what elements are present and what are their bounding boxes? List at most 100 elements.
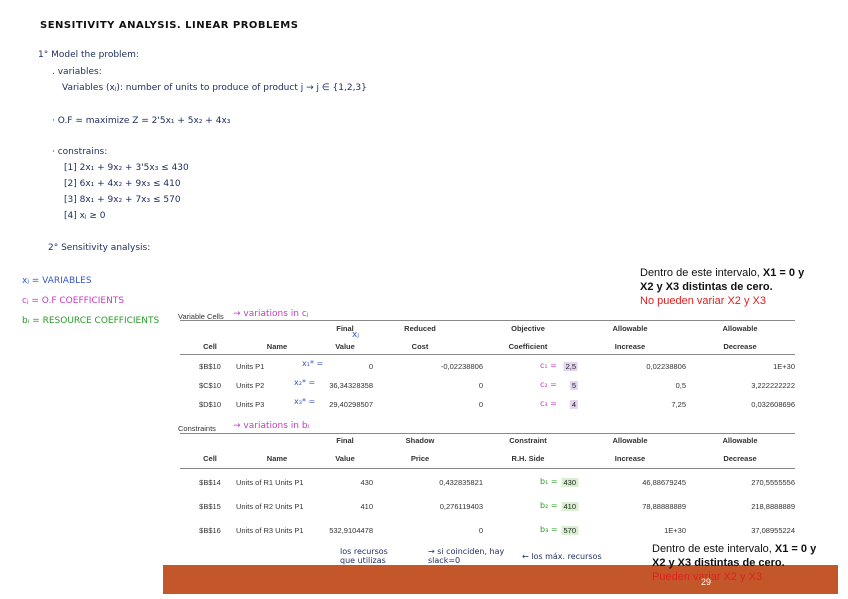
rule [180,320,795,321]
constraint: [2] 6x₁ + 4x₂ + 9x₃ ≤ 410 [64,179,181,189]
legend-item: cⱼ = O.F COEFFICIENTS [22,296,125,306]
brace-note: xⱼ [352,330,359,340]
table-cell: 7,25 [671,400,686,409]
column-header: Objective [511,324,545,333]
column-header: Name [266,454,288,463]
table-cell: Units of R3 Units P1 [236,526,304,535]
table-cell: 270,5555556 [751,478,795,487]
section-annotation: → variations in cⱼ [233,309,309,319]
table-cell: 46,88679245 [642,478,686,487]
column-header: R.H. Side [511,454,545,463]
coefficient-note: c₂ = [540,380,557,389]
column-header: Allowable [612,436,648,445]
column-header: Shadow [405,436,435,445]
table-cell: $B$10 [199,362,221,371]
coefficient-note: c₃ = [540,399,557,408]
variables-label: . variables: [52,67,102,77]
table-cell: Units of R1 Units P1 [236,478,304,487]
table-cell: Units of R2 Units P1 [236,502,304,511]
table-cell: 1E+30 [773,362,795,371]
table-cell: 3,222222222 [751,381,795,390]
constraint: [3] 8x₁ + 9x₂ + 7x₃ ≤ 570 [64,195,181,205]
table-cell: 410 [561,502,578,511]
table-cell: 0 [368,362,373,371]
column-header: Increase [614,454,646,463]
table-cell: 29,40298507 [329,400,373,409]
table-cell: Units P1 [236,362,265,371]
note-bold: X1 = 0 y X2 y X3 distintas de cero. [652,543,817,569]
rule [180,354,795,355]
column-header: Name [266,342,288,351]
column-header: Final [336,324,354,333]
sensitivity-heading: 2° Sensitivity analysis: [48,243,151,253]
table-cell: 0,032608696 [751,400,795,409]
section-label: Constraints [178,424,216,433]
table-cell: 0 [478,526,483,535]
table-cell: 532,9104478 [329,526,373,535]
coefficient-note: c₁ = [540,361,557,370]
objective: · O.F = maximize Z = 2'5x₁ + 5x₂ + 4x₃ [52,116,231,126]
value-note: x₁* = [302,359,324,368]
table-cell: $B$15 [199,502,221,511]
constraint: [1] 2x₁ + 9x₂ + 3'5x₃ ≤ 430 [64,163,189,173]
column-header: Coefficient [508,342,548,351]
bottom-note: → si coinciden, hay slack=0 [428,547,505,565]
table-cell: 4 [569,400,578,409]
section-annotation: → variations in bᵢ [233,421,310,431]
title: SENSITIVITY ANALYSIS. LINEAR PROBLEMS [40,20,299,31]
table-cell: 2,5 [563,362,578,371]
column-header: Value [335,454,355,463]
rule [180,433,795,434]
table-cell: 0,432835821 [439,478,483,487]
value-note: x₂* = [294,378,316,387]
note-red: Pueden variar X2 y X3 [652,571,763,583]
column-header: Allowable [722,436,758,445]
table-cell: 36,34328358 [329,381,373,390]
column-header: Cost [411,342,429,351]
column-header: Reduced [404,324,436,333]
table-cell: Units P3 [236,400,265,409]
table-cell: 0 [478,400,483,409]
column-header: Decrease [723,454,757,463]
table-cell: 1E+30 [664,526,686,535]
value-note: x₃* = [294,397,316,406]
constraints-label: · constrains: [52,147,108,157]
coefficient-note: b₁ = [540,477,558,486]
rule [180,468,795,469]
column-header: Constraint [509,436,547,445]
constraint: [4] xⱼ ≥ 0 [64,211,106,221]
column-header: Allowable [612,324,648,333]
note-bold: X1 = 0 y X2 y X3 distintas de cero. [640,267,805,293]
table-cell: -0,02238806 [440,362,483,371]
table-cell: 0 [478,381,483,390]
table-cell: 0,02238806 [646,362,686,371]
column-header: Cell [203,342,217,351]
footer-bar [163,565,838,594]
coefficient-note: b₂ = [540,501,558,510]
table-cell: 5 [569,381,578,390]
table-cell: 37,08955224 [751,526,795,535]
note-text: Dentro de este intervalo, [652,543,775,555]
coefficient-note: b₃ = [540,525,558,534]
column-header: Allowable [722,324,758,333]
legend-item: bᵢ = RESOURCE COEFFICIENTS [22,316,160,326]
table-cell: $B$16 [199,526,221,535]
table-cell: 218,8888889 [751,502,795,511]
column-header: Cell [203,454,217,463]
column-header: Value [335,342,355,351]
page-number: 29 [700,577,712,587]
note-top: Dentro de este intervalo, X1 = 0 y X2 y … [640,266,815,308]
note-text: Dentro de este intervalo, [640,267,763,279]
table-cell: 78,88888889 [642,502,686,511]
column-header: Increase [614,342,646,351]
legend-item: xⱼ = VARIABLES [22,276,92,286]
table-cell: $B$14 [199,478,221,487]
table-cell: $D$10 [198,400,222,409]
table-cell: Units P2 [236,381,265,390]
table-cell: 430 [360,478,373,487]
column-header: Final [336,436,354,445]
table-cell: 0,276119403 [439,502,483,511]
bottom-note: ← los máx. recursos [522,552,602,561]
model-heading: 1° Model the problem: [38,50,139,60]
